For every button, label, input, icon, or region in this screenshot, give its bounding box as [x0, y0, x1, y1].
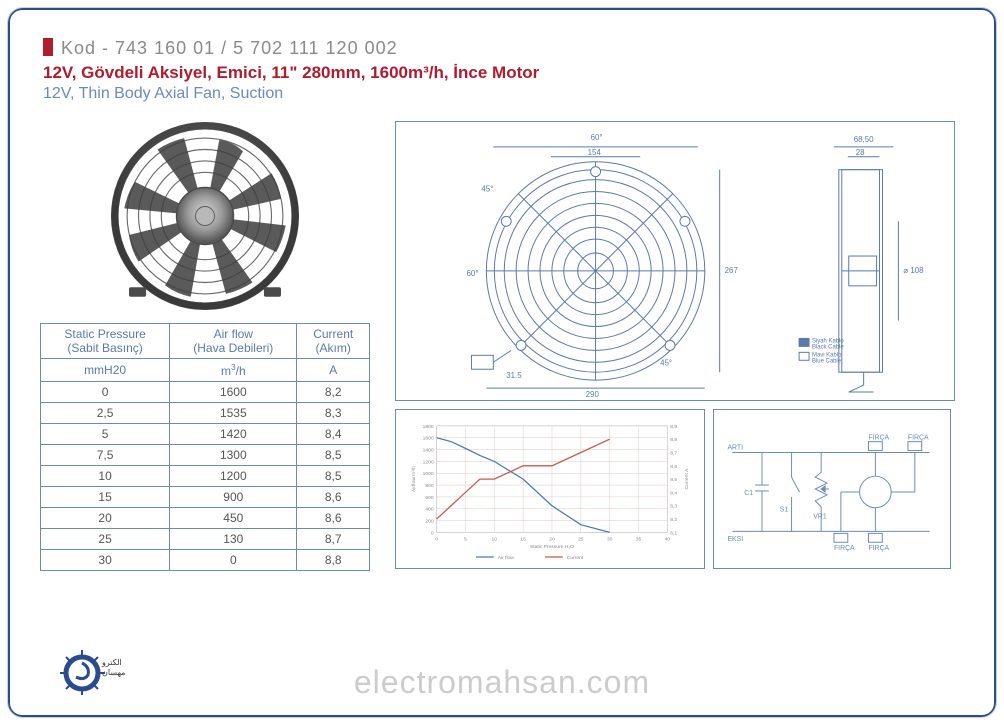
svg-text:68,50: 68,50: [854, 135, 874, 144]
title-secondary: 12V, Thin Body Axial Fan, Suction: [43, 85, 969, 103]
table-row: 3008,8: [41, 550, 370, 571]
svg-text:⌀ 108: ⌀ 108: [903, 266, 924, 275]
svg-text:35: 35: [636, 536, 642, 542]
svg-text:8,6: 8,6: [670, 464, 677, 470]
svg-text:8,3: 8,3: [670, 504, 677, 510]
product-code: Kod - 743 160 01 / 5 702 111 120 002: [43, 38, 969, 59]
svg-text:8,7: 8,7: [670, 450, 677, 456]
svg-text:1400: 1400: [423, 448, 434, 454]
col-current-header: Current(Akım): [297, 324, 370, 359]
table-row: 2,515358,3: [41, 403, 370, 424]
svg-text:8,8: 8,8: [670, 437, 677, 443]
svg-text:EKSİ: EKSİ: [727, 534, 743, 543]
svg-text:0: 0: [431, 530, 434, 536]
svg-text:1000: 1000: [423, 471, 434, 477]
col-pressure-header: Static Pressure(Sabit Basınç): [41, 324, 170, 359]
svg-text:Air flow: Air flow: [498, 555, 515, 560]
svg-text:25: 25: [578, 536, 584, 542]
svg-text:Airflow m³/h: Airflow m³/h: [411, 466, 417, 492]
table-row: 251308,7: [41, 529, 370, 550]
col-airflow-header: Air flow(Hava Debileri): [170, 324, 297, 359]
svg-text:8,9: 8,9: [670, 424, 677, 430]
table-row: 514208,4: [41, 424, 370, 445]
svg-text:200: 200: [425, 519, 433, 525]
svg-text:40: 40: [665, 536, 671, 542]
svg-text:30: 30: [607, 536, 613, 542]
svg-text:0: 0: [435, 536, 438, 542]
svg-text:290: 290: [586, 390, 600, 399]
technical-drawing: 60° 154 267 290 31.5 45° 60° 45°: [395, 121, 955, 401]
svg-text:VR1: VR1: [813, 514, 827, 521]
svg-text:10: 10: [492, 536, 498, 542]
table-row: 016008,2: [41, 382, 370, 403]
svg-text:60°: 60°: [591, 133, 603, 142]
svg-text:60°: 60°: [467, 269, 479, 278]
svg-text:Current: Current: [567, 555, 584, 560]
circuit-diagram: ARTI EKSİ C1 S1: [713, 409, 951, 569]
svg-text:ARTI: ARTI: [727, 445, 743, 452]
watermark: electromahsan.com: [0, 664, 1004, 701]
svg-text:Static Pressure H₂O: Static Pressure H₂O: [530, 544, 574, 550]
svg-text:Blue Cable: Blue Cable: [812, 358, 842, 364]
svg-text:800: 800: [425, 483, 433, 489]
brand-logo: الکترو مهسان: [60, 645, 140, 695]
svg-text:S1: S1: [780, 507, 789, 514]
svg-text:600: 600: [425, 495, 433, 501]
title-primary: 12V, Gövdeli Aksiyel, Emici, 11" 280mm, …: [43, 63, 969, 83]
svg-text:154: 154: [588, 148, 602, 157]
svg-text:FIRÇA: FIRÇA: [908, 435, 929, 442]
svg-text:مهسان: مهسان: [102, 668, 125, 677]
svg-text:Black Cable: Black Cable: [812, 344, 844, 350]
svg-text:400: 400: [425, 507, 433, 513]
svg-text:45°: 45°: [660, 358, 672, 367]
svg-text:FIRÇA: FIRÇA: [834, 545, 855, 552]
svg-text:8,2: 8,2: [670, 517, 677, 523]
product-image: [110, 121, 300, 311]
svg-text:FIRÇA: FIRÇA: [868, 435, 889, 442]
performance-table: Static Pressure(Sabit Basınç) Air flow(H…: [40, 323, 370, 571]
table-row: 204508,6: [41, 508, 370, 529]
svg-text:8,4: 8,4: [670, 490, 677, 496]
svg-text:Current A: Current A: [684, 468, 690, 490]
table-row: 7,513008,5: [41, 445, 370, 466]
svg-text:31.5: 31.5: [506, 371, 522, 380]
svg-text:5: 5: [464, 536, 467, 542]
table-row: 159008,6: [41, 487, 370, 508]
svg-text:267: 267: [725, 266, 739, 275]
svg-text:20: 20: [549, 536, 555, 542]
svg-text:8,5: 8,5: [670, 477, 677, 483]
performance-chart: 0510152025303540020040060080010001200140…: [395, 409, 705, 569]
svg-text:8,1: 8,1: [670, 530, 677, 536]
svg-text:1800: 1800: [423, 424, 434, 430]
svg-text:C1: C1: [744, 490, 753, 497]
svg-text:1600: 1600: [423, 436, 434, 442]
table-row: 1012008,5: [41, 466, 370, 487]
svg-text:28: 28: [856, 148, 865, 157]
svg-text:الکترو: الکترو: [101, 658, 122, 667]
svg-text:1200: 1200: [423, 459, 434, 465]
svg-text:45°: 45°: [481, 185, 493, 194]
svg-text:15: 15: [520, 536, 526, 542]
svg-text:FIRÇA: FIRÇA: [868, 545, 889, 552]
